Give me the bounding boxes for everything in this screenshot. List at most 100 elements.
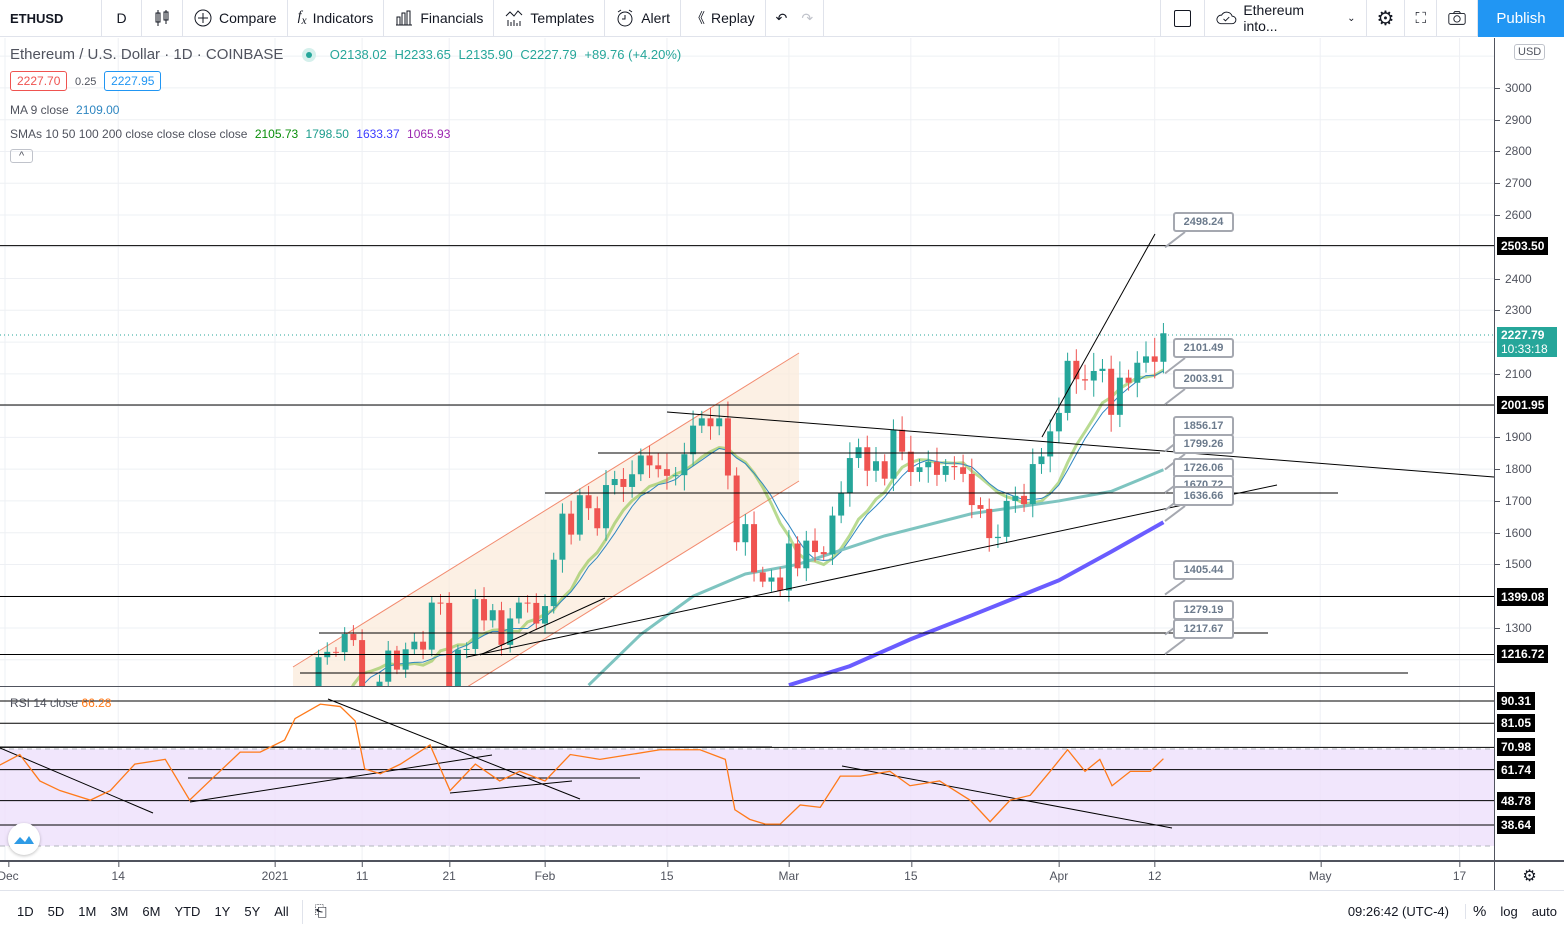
- time-axis[interactable]: Dec 14 2021 11 21 Feb 15 Mar 15 Apr 12 May 17: [0, 860, 1494, 890]
- sma50-line: [587, 468, 1164, 686]
- percent-toggle[interactable]: %: [1472, 903, 1487, 920]
- alert-button[interactable]: Alert: [605, 0, 682, 37]
- auto-toggle[interactable]: auto: [1531, 904, 1557, 919]
- ascending-channel[interactable]: [293, 353, 799, 795]
- time-tick: 15: [904, 862, 918, 883]
- candle-up: [602, 485, 609, 529]
- price-callout[interactable]: 2498.24: [1173, 212, 1234, 232]
- toolbar-spacer: [824, 0, 1161, 37]
- candle-up: [1090, 370, 1097, 381]
- currency-label[interactable]: USD: [1514, 44, 1546, 60]
- candle-up: [1012, 495, 1019, 501]
- rsi-trend-line: [449, 780, 573, 794]
- range-ytd[interactable]: YTD: [174, 904, 201, 919]
- axis-settings-button[interactable]: ⚙: [1494, 860, 1564, 890]
- candle-down: [368, 695, 374, 710]
- time-tick: Dec: [0, 862, 19, 883]
- financials-button[interactable]: Financials: [384, 0, 495, 37]
- candle-up: [402, 649, 409, 670]
- range-3m[interactable]: 3M: [110, 904, 129, 919]
- candle-up: [559, 513, 566, 560]
- redo-icon[interactable]: ↷: [801, 9, 814, 26]
- symbol-search[interactable]: ETHUSD: [0, 0, 102, 37]
- time-tick: 14: [111, 862, 125, 883]
- price-axis[interactable]: 3000 2900 2800 2700 2600 2400 2300 2100 1900 1800…: [1494, 38, 1564, 860]
- collapse-legend-button[interactable]: ^: [10, 149, 34, 163]
- rsi-value: 66.28: [81, 696, 112, 710]
- range-5d[interactable]: 5D: [47, 904, 65, 919]
- log-toggle[interactable]: log: [1500, 904, 1518, 919]
- tradingview-logo[interactable]: [8, 823, 40, 855]
- smas-legend[interactable]: SMAs 10 50 100 200 close close close clo…: [10, 127, 454, 141]
- rsi-trend-line: [0, 747, 154, 814]
- candle-up: [515, 602, 522, 619]
- price-callout[interactable]: 1405.44: [1173, 560, 1234, 580]
- time-tick: Mar: [778, 862, 800, 883]
- time-tick: 12: [1148, 862, 1162, 883]
- select-checkbox[interactable]: [1161, 0, 1205, 37]
- price-callout[interactable]: 1279.19: [1173, 600, 1234, 620]
- time-tick: 15: [660, 862, 674, 883]
- candle-up: [507, 618, 514, 645]
- range-6m[interactable]: 6M: [142, 904, 161, 919]
- candle-up: [846, 458, 853, 494]
- price-level-badge: 1216.72: [1497, 645, 1549, 664]
- ask-price[interactable]: 2227.95: [104, 71, 162, 91]
- candle-down: [568, 513, 575, 535]
- alert-label: Alert: [641, 10, 671, 26]
- price-callout[interactable]: 2003.91: [1173, 369, 1234, 389]
- rsi-level-badge: 70.98: [1497, 738, 1536, 757]
- candle-down: [794, 543, 801, 569]
- indicators-label: Indicators: [312, 10, 374, 26]
- price-tick: 2100: [1495, 366, 1532, 381]
- range-1d[interactable]: 1D: [17, 904, 34, 919]
- rsi-legend[interactable]: RSI 14 close 66.28: [10, 696, 111, 710]
- candle-down: [951, 465, 958, 468]
- time-tick: 17: [1452, 862, 1467, 883]
- undo-icon[interactable]: ↶: [775, 9, 788, 26]
- bid-ask: 2227.70 0.25 2227.95: [10, 71, 165, 91]
- symbol-title[interactable]: Ethereum / U.S. Dollar · 1D · COINBASE: [10, 46, 284, 63]
- chart-canvas[interactable]: [0, 38, 1494, 860]
- price-callout[interactable]: 1856.17: [1173, 416, 1234, 436]
- candle-down: [960, 467, 967, 474]
- range-1y[interactable]: 1Y: [214, 904, 231, 919]
- price-callout[interactable]: 1217.67: [1173, 619, 1234, 639]
- candle-down: [751, 524, 758, 573]
- top-toolbar: ETHUSD D Compare fx Indicators Financials…: [0, 0, 1564, 37]
- price-callout[interactable]: 2101.49: [1173, 338, 1234, 358]
- ma-legend[interactable]: MA 9 close 2109.00: [10, 103, 123, 117]
- price-callout[interactable]: 1799.26: [1173, 434, 1234, 454]
- candle-down: [420, 641, 427, 650]
- candle-down: [1108, 368, 1115, 415]
- publish-button[interactable]: Publish: [1478, 0, 1564, 37]
- sma50-value: 1798.50: [305, 127, 349, 141]
- replay-button[interactable]: 《 Replay: [681, 0, 766, 37]
- candle-up: [690, 425, 697, 455]
- bid-price[interactable]: 2227.70: [10, 71, 68, 91]
- candle-down: [359, 640, 366, 686]
- candles: [315, 322, 1167, 710]
- interval-button[interactable]: D: [102, 0, 142, 37]
- snapshot-button[interactable]: [1437, 0, 1478, 37]
- goto-date-icon[interactable]: ⎗: [314, 903, 327, 920]
- legend-header: Ethereum / U.S. Dollar · 1D · COINBASE O…: [10, 46, 689, 63]
- settings-button[interactable]: ⚙: [1367, 0, 1406, 37]
- range-all[interactable]: All: [274, 904, 289, 919]
- candle-up: [428, 602, 435, 650]
- channel-lower-line[interactable]: [293, 480, 800, 795]
- templates-button[interactable]: Templates: [494, 0, 606, 37]
- layout-menu[interactable]: Ethereum into... ⌄: [1205, 0, 1367, 37]
- callout-pointer: [1164, 231, 1186, 249]
- fullscreen-button[interactable]: ⛶: [1405, 0, 1437, 37]
- range-5y[interactable]: 5Y: [244, 904, 261, 919]
- candle-down: [620, 479, 627, 487]
- clock[interactable]: 09:26:42 (UTC-4): [1348, 904, 1466, 919]
- chart-type-button[interactable]: [142, 0, 183, 37]
- indicators-button[interactable]: fx Indicators: [288, 0, 385, 37]
- candle-up: [1134, 362, 1141, 383]
- compare-button[interactable]: Compare: [183, 0, 288, 37]
- range-1m[interactable]: 1M: [78, 904, 97, 919]
- rsi-level-badge: 90.31: [1497, 692, 1536, 710]
- price-callout[interactable]: 1636.66: [1173, 486, 1234, 506]
